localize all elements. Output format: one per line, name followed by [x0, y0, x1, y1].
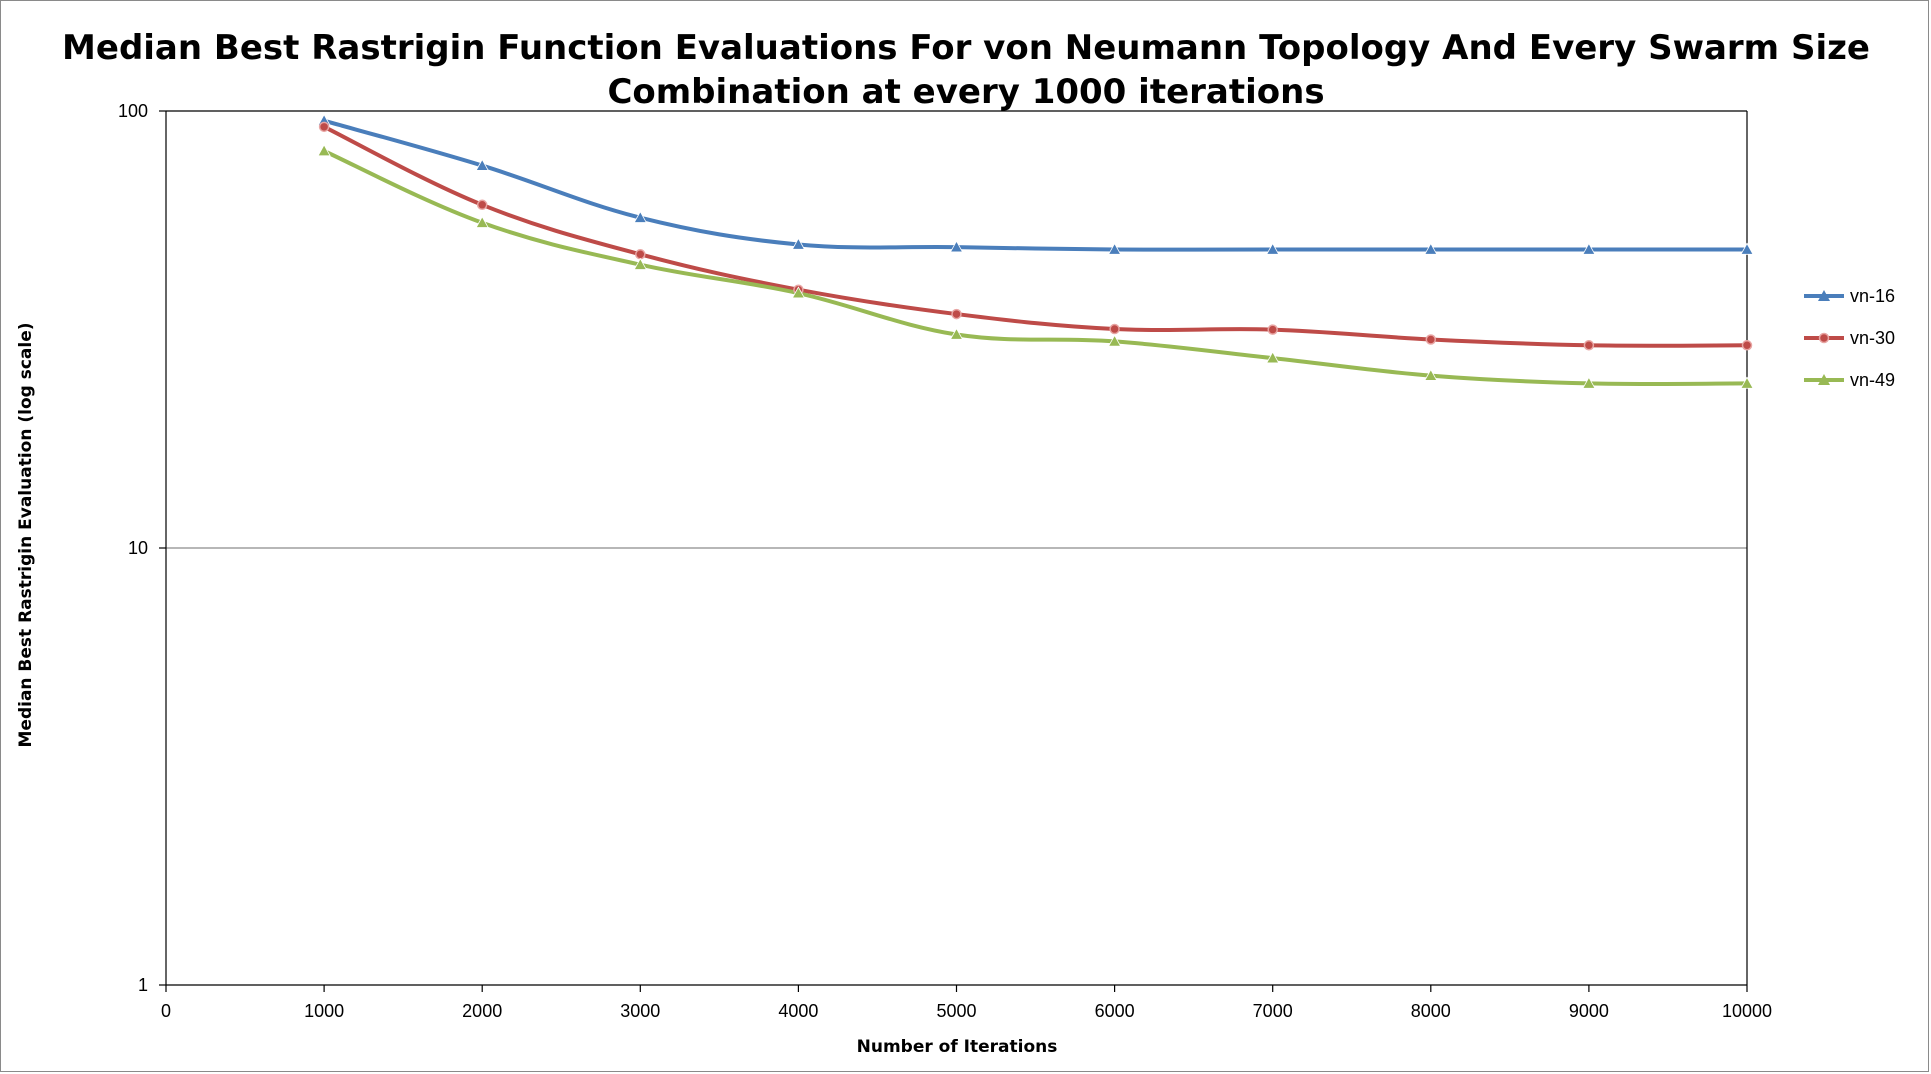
x-tick-label: 4000	[778, 1001, 818, 1021]
data-point-vn-30	[1583, 340, 1595, 351]
data-point-vn-16	[791, 237, 806, 250]
data-point-vn-49	[1266, 351, 1280, 364]
data-point-vn-49	[1107, 334, 1122, 347]
data-point-vn-49	[791, 286, 806, 299]
x-tick-label: 2000	[462, 1001, 502, 1021]
x-tick-label: 7000	[1253, 1001, 1293, 1021]
y-tick-label: 10	[128, 538, 148, 558]
data-point-vn-49	[475, 215, 489, 228]
data-point-vn-16	[1107, 242, 1122, 255]
legend: vn-16 vn-30 vn-49	[1804, 286, 1895, 390]
series-line-vn-49	[322, 148, 1749, 387]
x-axis-title: Number of Iterations	[857, 1037, 1058, 1057]
data-point-vn-30	[1109, 323, 1120, 335]
data-point-vn-16	[633, 210, 647, 223]
legend-label-vn-16: vn-16	[1850, 286, 1895, 306]
chart-title-line-1: Median Best Rastrigin Function Evaluatio…	[62, 28, 1870, 68]
legend-label-vn-30: vn-30	[1850, 328, 1895, 348]
series-line-vn-16	[322, 118, 1749, 252]
x-tick-label: 0	[161, 1001, 171, 1021]
legend-marker-vn-49	[1818, 374, 1830, 385]
series-markers	[317, 113, 1754, 389]
data-point-vn-49	[317, 144, 331, 157]
legend-marker-vn-16	[1818, 290, 1830, 301]
x-tick-label: 9000	[1569, 1001, 1609, 1021]
x-tick-labels: 0 1000 2000 3000 4000 5000 6000 7000 8000 9000 100…	[161, 1001, 1772, 1021]
data-point-vn-16	[949, 240, 964, 253]
y-axis-title: Median Best Rastrigin Evaluation (log sc…	[16, 323, 36, 748]
legend-marker-vn-30	[1818, 332, 1830, 344]
legend-label-vn-49: vn-49	[1850, 370, 1895, 390]
data-point-vn-30	[318, 121, 330, 133]
x-tick-label: 5000	[936, 1001, 976, 1021]
series-lines	[322, 118, 1749, 387]
data-point-vn-49	[949, 327, 964, 340]
x-tick-label: 1000	[304, 1001, 344, 1021]
data-point-vn-30	[1425, 334, 1437, 345]
x-tick-label: 6000	[1095, 1001, 1135, 1021]
chart-title-line-2: Combination at every 1000 iterations	[607, 72, 1324, 112]
data-point-vn-49	[1740, 376, 1754, 389]
data-point-vn-16	[1582, 242, 1596, 255]
data-point-vn-49	[1424, 368, 1438, 381]
data-point-vn-49	[633, 257, 647, 270]
data-point-vn-16	[1740, 242, 1754, 255]
data-point-vn-49	[1582, 376, 1596, 389]
tick-marks	[159, 110, 1748, 992]
x-tick-label: 10000	[1722, 1001, 1772, 1021]
data-point-vn-16	[475, 158, 489, 171]
data-point-vn-16	[1424, 242, 1438, 255]
x-tick-label: 8000	[1411, 1001, 1451, 1021]
data-point-vn-30	[635, 249, 646, 260]
data-point-vn-30	[476, 199, 488, 211]
data-point-vn-16	[1266, 242, 1280, 255]
y-tick-labels: 1 10 100	[118, 101, 148, 995]
series-line-vn-30	[322, 124, 1749, 348]
y-tick-label: 100	[118, 101, 148, 121]
data-point-vn-30	[1267, 324, 1278, 335]
data-point-vn-30	[951, 308, 962, 320]
y-tick-label: 1	[138, 975, 148, 995]
data-point-vn-30	[1741, 340, 1753, 351]
x-tick-label: 3000	[620, 1001, 660, 1021]
